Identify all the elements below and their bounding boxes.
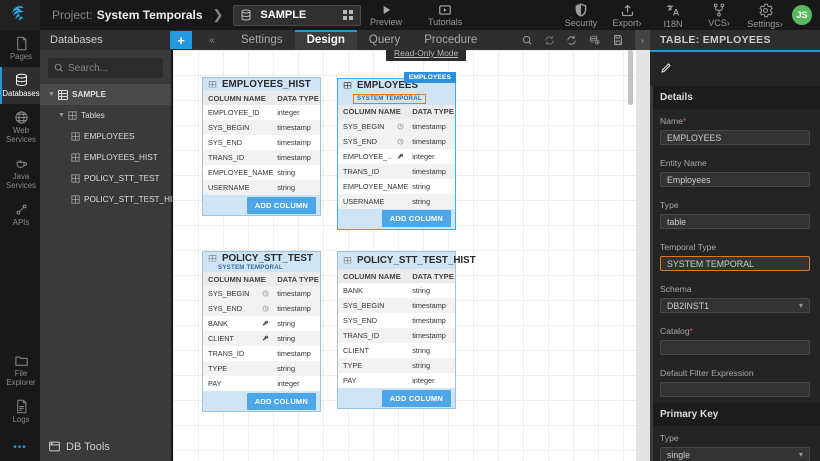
- svg-text:A: A: [672, 7, 679, 17]
